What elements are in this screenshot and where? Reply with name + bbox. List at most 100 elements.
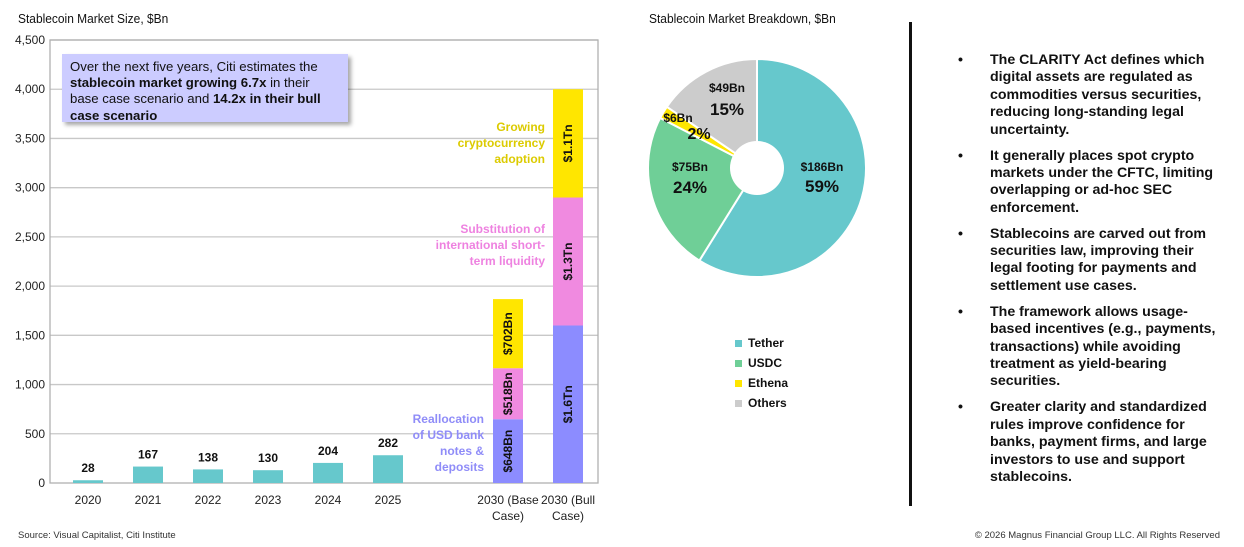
y-tick-label: 0	[38, 476, 45, 490]
y-tick-label: 2,000	[15, 279, 45, 293]
bullet-icon: •	[958, 147, 963, 164]
series-annotation: deposits	[435, 460, 485, 474]
slice-percent-label: 24%	[673, 178, 707, 197]
pie-slice-ethena	[658, 105, 758, 169]
bullet-item: • The framework allows usage-based incent…	[958, 304, 1220, 391]
bar-chart-title: Stablecoin Market Size, $Bn	[18, 11, 169, 26]
segment-value-label: $1.1Tn	[561, 124, 575, 162]
donut-hole	[730, 141, 784, 195]
series-annotation: cryptocurrency	[458, 136, 546, 150]
x-tick-label: 2024	[315, 493, 342, 507]
pie-chart-title: Stablecoin Market Breakdown, $Bn	[649, 11, 836, 26]
slice-value-label: $49Bn	[709, 81, 745, 95]
bar-segment	[553, 197, 583, 326]
legend-swatch	[735, 399, 742, 407]
pie-legend: Tether USDC Ethena Others	[735, 333, 788, 413]
x-tick-label: 2030 (Base	[477, 493, 539, 507]
bullet-text: Stablecoins are carved out from securiti…	[990, 225, 1207, 294]
slice-value-label: $6Bn	[663, 111, 692, 125]
bullet-item: • The CLARITY Act defines which digital a…	[958, 52, 1220, 139]
bar-2020	[73, 480, 103, 483]
callout-box: Over the next five years, Citi estimates…	[62, 54, 348, 123]
y-tick-label: 4,000	[15, 82, 45, 96]
legend-swatch	[735, 359, 742, 367]
legend-label: Others	[748, 396, 787, 410]
callout-bold: 14.2x in their bull case scenario	[70, 91, 321, 123]
x-tick-label: 2023	[255, 493, 282, 507]
legend-item-others: Others	[735, 393, 788, 413]
bar-value-label: 28	[81, 461, 95, 475]
bar-segment	[493, 368, 523, 420]
vertical-divider	[909, 22, 912, 506]
legend-label: Tether	[748, 336, 784, 350]
legend-swatch	[735, 379, 742, 387]
y-tick-label: 500	[25, 427, 45, 441]
pie-slice-usdc	[647, 116, 759, 262]
bullet-item: • Greater clarity and standardized rules …	[958, 399, 1220, 486]
source-note: Source: Visual Capitalist, Citi Institut…	[18, 530, 176, 541]
bullet-icon: •	[958, 399, 963, 416]
series-annotation: of USD bank	[413, 428, 485, 442]
legend-item-ethena: Ethena	[735, 373, 788, 393]
bar-value-label: 138	[198, 450, 218, 464]
y-tick-label: 3,500	[15, 131, 45, 145]
series-annotation: adoption	[494, 152, 545, 166]
x-tick-label: 2022	[195, 493, 222, 507]
bar-2022	[193, 469, 223, 483]
x-tick-label: 2021	[135, 493, 162, 507]
bar-2025	[373, 455, 403, 483]
series-annotation: Reallocation	[413, 412, 484, 426]
bullet-icon: •	[958, 225, 963, 242]
segment-value-label: $518Bn	[501, 372, 515, 415]
x-tick-label: 2025	[375, 493, 402, 507]
copyright-note: © 2026 Magnus Financial Group LLC. All R…	[974, 530, 1220, 541]
bullet-icon: •	[958, 303, 963, 320]
bar-value-label: 282	[378, 436, 398, 450]
callout-text: in their base case scenario and	[70, 75, 310, 107]
bullet-item: • It generally places spot crypto markets…	[958, 148, 1220, 218]
slice-percent-label: 59%	[805, 177, 839, 196]
bullet-item: • Stablecoins are carved out from securit…	[958, 226, 1220, 296]
slice-value-label: $186Bn	[801, 160, 844, 174]
callout-text: Over the next five years, Citi estimates…	[70, 59, 318, 74]
bullet-text: The CLARITY Act defines which digital as…	[990, 52, 1205, 138]
y-tick-label: 1,500	[15, 328, 45, 342]
x-tick-label: Case)	[492, 509, 524, 523]
bullet-text: The framework allows usage-based incenti…	[990, 303, 1216, 390]
series-annotation: Substitution of	[460, 222, 546, 236]
legend-item-tether: Tether	[735, 333, 788, 353]
series-annotation: term liquidity	[470, 254, 546, 268]
bullet-text: Greater clarity and standardized rules i…	[990, 399, 1207, 485]
y-tick-label: 3,000	[15, 181, 45, 195]
legend-item-usdc: USDC	[735, 353, 788, 373]
segment-value-label: $648Bn	[501, 430, 515, 473]
bullet-icon: •	[958, 52, 963, 68]
series-annotation: international short-	[436, 238, 545, 252]
segment-value-label: $1.6Tn	[561, 385, 575, 423]
bar-2021	[133, 466, 163, 483]
y-tick-label: 4,500	[15, 33, 45, 47]
segment-value-label: $702Bn	[501, 312, 515, 355]
bar-segment	[493, 419, 523, 483]
legend-label: USDC	[748, 356, 783, 370]
key-points-list: • The CLARITY Act defines which digital a…	[958, 52, 1220, 495]
legend-swatch	[735, 339, 742, 347]
pie-slice-tether	[698, 57, 867, 278]
slice-percent-label: 15%	[710, 100, 744, 119]
x-tick-label: 2030 (Bull	[541, 493, 595, 507]
pie-slice-others	[665, 57, 758, 170]
y-tick-label: 2,500	[15, 230, 45, 244]
bar-2024	[313, 462, 343, 483]
y-tick-label: 1,000	[15, 378, 45, 392]
slice-value-label: $75Bn	[672, 160, 708, 174]
bar-chart: 0 500 1,000 1,500 2,000 2,500 3,000 3,500 4,000 4…	[15, 33, 599, 523]
x-tick-label: 2020	[75, 493, 102, 507]
segment-value-label: $1.3Tn	[561, 242, 575, 280]
bar-value-label: 204	[318, 444, 338, 458]
bar-2023	[253, 470, 283, 483]
legend-label: Ethena	[748, 376, 789, 390]
slice-percent-label: 2%	[687, 126, 710, 143]
series-annotation: Growing	[496, 120, 545, 134]
bar-value-label: 130	[258, 451, 278, 465]
bullet-text: It generally places spot crypto markets …	[990, 147, 1214, 216]
